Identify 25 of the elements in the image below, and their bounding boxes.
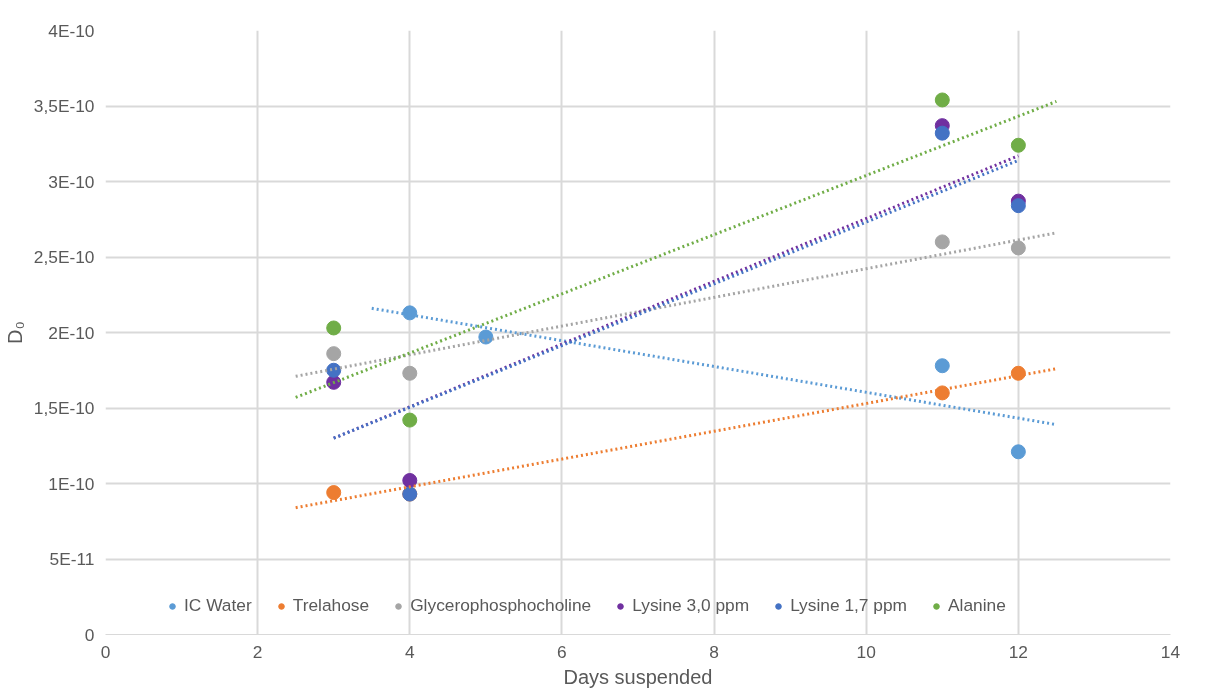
y-tick-label: 4E-10	[48, 20, 95, 41]
legend-label: Glycerophosphocholine	[410, 595, 592, 616]
y-tick-label: 5E-11	[49, 549, 95, 569]
y-tick-label: 3E-10	[48, 171, 95, 192]
legend-label: IC Water	[184, 595, 252, 616]
x-axis-title: Days suspended	[563, 665, 713, 688]
x-tick-label: 0	[100, 641, 111, 662]
legend-label: Lysine 3,0 ppm	[632, 595, 750, 616]
y-tick-label: 1E-10	[48, 473, 95, 494]
x-tick-label: 2	[252, 641, 263, 662]
y-tick-label: 0	[84, 624, 95, 645]
x-tick-label: 6	[557, 641, 567, 662]
x-tick-label: 10	[856, 641, 876, 662]
x-tick-label: 12	[1008, 641, 1028, 662]
y-tick-label: 1,5E-10	[33, 398, 95, 418]
y-axis-title: D₀	[3, 321, 26, 344]
legend-label: Trelahose	[292, 595, 370, 616]
y-tick-label: 3,5E-10	[33, 96, 95, 116]
legend-label: Alanine	[948, 595, 1006, 616]
x-tick-label: 14	[1160, 641, 1181, 662]
x-tick-label: 4	[404, 641, 415, 662]
legend-label: Lysine 1,7 ppm	[790, 595, 907, 616]
x-tick-label: 8	[709, 641, 719, 662]
y-tick-label: 2,5E-10	[33, 247, 95, 267]
y-tick-label: 2E-10	[48, 322, 95, 343]
